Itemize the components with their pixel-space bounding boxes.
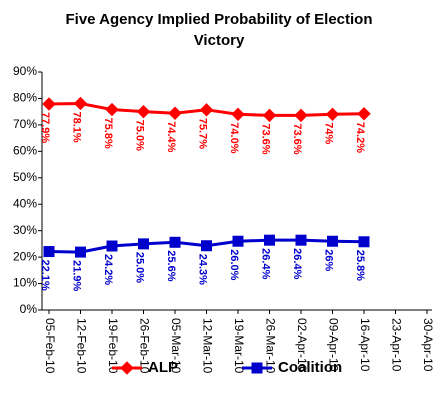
y-tick-label: 10% bbox=[13, 276, 37, 290]
marker bbox=[232, 235, 244, 247]
marker bbox=[42, 97, 56, 111]
data-label: 26% bbox=[323, 249, 335, 271]
marker bbox=[73, 96, 88, 111]
data-label: 77.9% bbox=[39, 112, 51, 143]
marker bbox=[199, 103, 214, 117]
x-tick-label: 30-Apr-10 bbox=[421, 318, 435, 372]
marker bbox=[120, 361, 134, 375]
data-label: 74.0% bbox=[228, 122, 240, 153]
y-tick-label: 70% bbox=[13, 117, 37, 131]
data-label: 24.2% bbox=[102, 254, 114, 285]
y-tick-label: 30% bbox=[13, 223, 37, 237]
marker bbox=[325, 107, 340, 122]
y-tick-label: 40% bbox=[13, 196, 37, 210]
marker bbox=[169, 236, 181, 248]
data-label: 26.0% bbox=[228, 249, 240, 280]
x-tick-label: 02-Apr-10 bbox=[295, 318, 309, 372]
marker bbox=[201, 240, 212, 252]
data-label: 75.8% bbox=[102, 118, 114, 149]
y-tick-label: 90% bbox=[13, 64, 37, 78]
marker bbox=[251, 362, 263, 374]
marker bbox=[106, 240, 118, 252]
data-label: 78.1% bbox=[71, 111, 83, 142]
x-tick-label: 12-Feb-10 bbox=[74, 318, 88, 374]
x-tick-label: 05-Mar-10 bbox=[169, 318, 183, 374]
marker bbox=[358, 236, 370, 248]
y-tick-label: 50% bbox=[13, 170, 37, 184]
data-label: 74% bbox=[323, 122, 335, 144]
x-tick-label: 12-Mar-10 bbox=[200, 318, 214, 374]
y-tick-label: 0% bbox=[20, 302, 38, 316]
data-label: 26.4% bbox=[260, 248, 272, 279]
legend-label: Coalition bbox=[278, 359, 342, 376]
data-label: 21.9% bbox=[71, 260, 83, 291]
marker bbox=[43, 246, 55, 258]
marker bbox=[75, 246, 86, 258]
data-label: 75.7% bbox=[197, 118, 209, 149]
marker bbox=[105, 102, 119, 117]
x-tick-label: 19-Feb-10 bbox=[106, 318, 120, 374]
marker bbox=[262, 108, 277, 123]
data-label: 25.6% bbox=[165, 250, 177, 281]
marker bbox=[231, 107, 245, 122]
data-label: 25.8% bbox=[354, 250, 366, 281]
x-tick-label: 19-Mar-10 bbox=[232, 318, 246, 374]
data-label: 24.3% bbox=[197, 254, 209, 285]
x-tick-label: 16-Apr-10 bbox=[358, 318, 372, 372]
marker bbox=[138, 238, 149, 250]
data-label: 74.4% bbox=[165, 121, 177, 152]
y-tick-label: 60% bbox=[13, 144, 37, 158]
x-tick-label: 09-Apr-10 bbox=[326, 318, 340, 372]
marker bbox=[264, 234, 275, 246]
marker bbox=[168, 106, 182, 120]
marker bbox=[295, 234, 307, 246]
y-tick-label: 20% bbox=[13, 249, 37, 263]
data-label: 75.0% bbox=[134, 120, 146, 151]
data-label: 74.2% bbox=[354, 122, 366, 153]
x-tick-label: 23-Apr-10 bbox=[389, 318, 403, 372]
chart-title: Five Agency Implied Probability of Elect… bbox=[65, 11, 372, 49]
x-tick-label: 26-Mar-10 bbox=[263, 318, 277, 374]
data-label: 73.6% bbox=[260, 123, 272, 154]
data-label: 73.6% bbox=[291, 123, 303, 154]
marker bbox=[136, 104, 151, 119]
data-label: 26.4% bbox=[291, 248, 303, 279]
y-tick-label: 80% bbox=[13, 91, 37, 105]
marker bbox=[357, 107, 371, 121]
data-label: 25.0% bbox=[134, 252, 146, 283]
marker bbox=[294, 108, 308, 123]
data-label: 22.1% bbox=[39, 260, 51, 291]
x-tick-label: 26-Feb-10 bbox=[137, 318, 151, 374]
marker bbox=[327, 235, 338, 247]
legend-label: ALP bbox=[148, 359, 178, 376]
x-tick-label: 05-Feb-10 bbox=[43, 318, 57, 374]
